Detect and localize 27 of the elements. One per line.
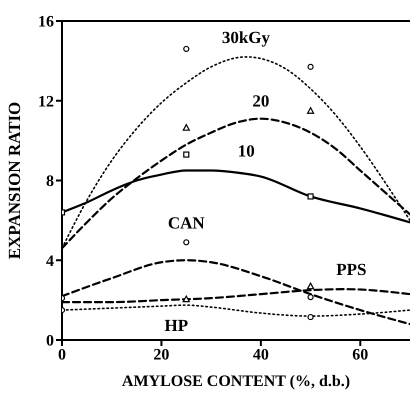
point: [183, 46, 190, 52]
point: [307, 294, 314, 300]
y-tick-label: 0: [46, 332, 54, 350]
x-tick-label: 20: [153, 346, 170, 364]
point: [307, 193, 314, 200]
point: [307, 64, 314, 70]
series-label: PPS: [336, 260, 366, 280]
y-tick-label: 16: [38, 14, 54, 31]
series-label: 10: [238, 142, 255, 161]
point: [306, 282, 314, 290]
y-axis-title: EXPANSION RATIO: [5, 102, 24, 260]
x-tick-label: 60: [352, 346, 368, 364]
x-axis-title: AMYLOSE CONTENT (%, d.b.): [122, 373, 350, 390]
x-tick-label: 0: [58, 346, 66, 364]
point: [183, 239, 190, 246]
series-label: CAN: [168, 213, 206, 232]
x-tick-label: 40: [252, 346, 269, 364]
point: [182, 296, 190, 302]
series-label: 30kGy: [222, 28, 271, 47]
y-tick-label: 8: [46, 173, 54, 190]
y-tick-label: 12: [38, 93, 54, 110]
y-tick-label: 4: [46, 252, 54, 270]
point: [183, 151, 190, 158]
series-label: HP: [164, 316, 188, 336]
point: [182, 124, 190, 131]
point: [306, 107, 314, 114]
series-label: 20: [252, 92, 270, 111]
